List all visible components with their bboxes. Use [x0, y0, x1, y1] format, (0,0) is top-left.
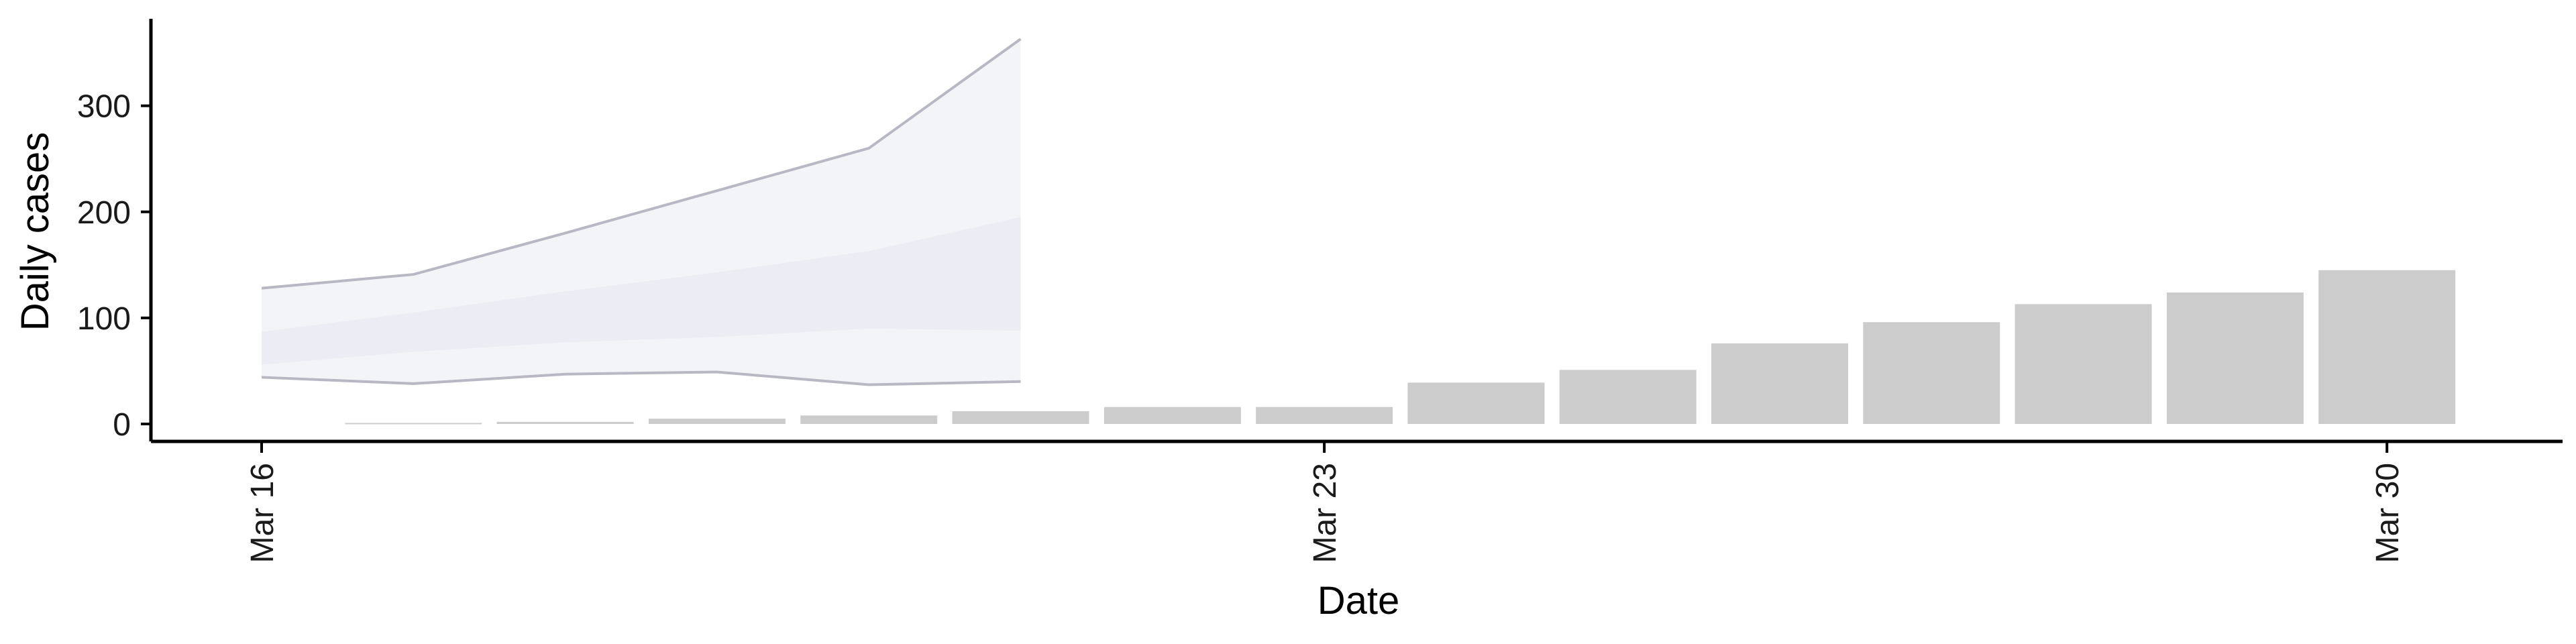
forecast-lower-line [261, 370, 1021, 386]
x-tick-label: Mar 23 [1307, 463, 1343, 563]
forecast-upper-line [261, 38, 1022, 290]
bar [1104, 407, 1241, 424]
forecast-inner-band [262, 217, 1021, 365]
bar [1711, 343, 1848, 424]
x-axis-ticks: Mar 16 Mar 23 Mar 30 [245, 441, 2406, 563]
y-tick-label: 200 [77, 195, 131, 231]
y-tick-label: 300 [77, 89, 131, 125]
forecast-band [261, 38, 1022, 386]
bar [345, 423, 482, 425]
bar [1559, 370, 1697, 424]
y-axis-title: Daily cases [13, 132, 57, 331]
y-tick-label: 0 [113, 407, 131, 443]
bar [2318, 270, 2456, 424]
bar [496, 421, 634, 424]
y-tick-label: 100 [77, 301, 131, 337]
bar [800, 415, 938, 424]
bar [2166, 292, 2304, 424]
bar [648, 419, 786, 424]
bar [1863, 322, 2000, 424]
x-tick-label: Mar 30 [2370, 463, 2406, 563]
bar-series [345, 270, 2456, 425]
x-tick-label: Mar 16 [245, 463, 280, 563]
bar [2015, 304, 2152, 424]
bar [952, 411, 1089, 424]
bar [1407, 382, 1545, 424]
x-axis-title: Date [1318, 579, 1400, 623]
bar [1256, 407, 1393, 424]
y-axis-ticks: 0 100 200 300 [77, 89, 151, 443]
